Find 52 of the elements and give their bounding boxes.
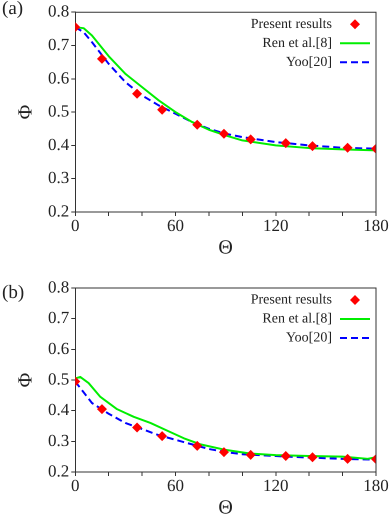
point xyxy=(246,450,256,460)
y-tick-label: 0.8 xyxy=(48,2,70,21)
y-tick-label: 0.3 xyxy=(48,168,70,188)
y-tick-label: 0.7 xyxy=(48,34,70,54)
point xyxy=(157,104,168,115)
x-tick-label: 180 xyxy=(363,216,389,235)
y-tick-label: 0.5 xyxy=(48,102,70,121)
chart-title: (b) xyxy=(2,282,24,304)
point xyxy=(192,120,202,130)
x-tick-label: 0 xyxy=(71,216,80,235)
point xyxy=(246,134,256,144)
y-tick-label: 0.4 xyxy=(48,400,70,420)
y-axis-title: Φ xyxy=(14,372,36,388)
point xyxy=(96,54,107,64)
point xyxy=(342,454,353,464)
point xyxy=(157,431,168,442)
point xyxy=(132,88,142,99)
y-tick-label: 0.2 xyxy=(48,201,70,220)
y-tick-label: 0.3 xyxy=(48,430,70,450)
y-tick-label: 0.6 xyxy=(48,68,70,88)
point xyxy=(308,141,318,152)
legend-label: Yoo[20] xyxy=(286,330,332,346)
legend-label: Yoo[20] xyxy=(286,54,332,70)
y-tick-label: 0.4 xyxy=(48,134,70,154)
x-tick-label: 180 xyxy=(363,476,389,495)
y-axis-title: Φ xyxy=(14,104,36,120)
point xyxy=(308,452,318,462)
x-tick-label: 120 xyxy=(263,476,288,495)
point xyxy=(96,404,107,414)
point xyxy=(192,440,202,451)
legend-label: Ren et al.[8] xyxy=(262,36,332,51)
point xyxy=(218,128,229,139)
point xyxy=(218,447,229,458)
point xyxy=(342,142,353,153)
x-axis-title: Θ xyxy=(218,236,233,258)
x-tick-label: 60 xyxy=(167,476,184,495)
legend-label: Ren et al.[8] xyxy=(262,312,332,327)
legend-label: Present results xyxy=(250,16,332,32)
y-tick-label: 0.6 xyxy=(48,338,70,358)
x-axis-title: Θ xyxy=(218,496,233,518)
point xyxy=(280,451,291,462)
point xyxy=(280,138,291,148)
x-tick-label: 0 xyxy=(71,476,80,495)
y-tick-label: 0.2 xyxy=(48,461,70,480)
x-tick-label: 60 xyxy=(167,216,184,235)
chart-title: (a) xyxy=(2,0,24,20)
x-tick-label: 120 xyxy=(263,216,288,235)
y-tick-label: 0.7 xyxy=(48,308,70,328)
legend-label: Present results xyxy=(250,292,332,308)
y-tick-label: 0.8 xyxy=(48,277,70,296)
point xyxy=(132,422,142,433)
y-tick-label: 0.5 xyxy=(48,369,70,388)
